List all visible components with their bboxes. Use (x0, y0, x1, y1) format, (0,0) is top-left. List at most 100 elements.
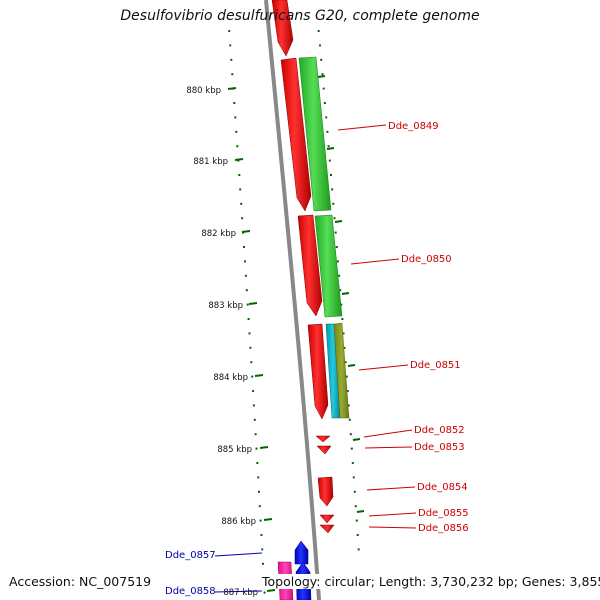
ruler-minor-tick (262, 562, 264, 565)
ruler-minor-tick (258, 505, 261, 508)
gene-arrow-Dde_0849 (280, 57, 312, 212)
ruler-minor-tick (342, 332, 345, 335)
ruler-minor-tick (330, 174, 332, 176)
ruler-minor-tick (355, 519, 358, 522)
ruler-minor-tick (339, 289, 342, 292)
ruler-minor-tick (253, 418, 256, 421)
gene-label: Dde_0851 (410, 360, 461, 371)
ruler-minor-tick (351, 462, 354, 464)
ruler-minor-tick (248, 332, 251, 335)
ruler-minor-tick (357, 548, 360, 551)
gene-arrow-Dde_0853 (316, 445, 332, 455)
ruler-minor-tick (352, 476, 355, 479)
ruler-minor-tick (247, 318, 250, 320)
ruler-minor-tick (230, 58, 233, 61)
ruler-minor-tick (341, 318, 344, 320)
ruler-minor-tick (261, 548, 264, 551)
gene-label: Dde_0856 (418, 523, 469, 534)
genome-backbone (264, 0, 321, 600)
ruler-minor-tick (240, 202, 243, 205)
ruler-minor-tick (236, 145, 239, 148)
gene-arrow-Dde_0855 (319, 514, 335, 524)
ruler-minor-tick (322, 87, 325, 90)
gene-arrow-Dde_0851 (307, 323, 329, 420)
gene-arrow-green (298, 56, 332, 212)
ruler-minor-tick (336, 260, 339, 263)
ruler-label: 884 kbp (213, 373, 248, 383)
ruler-label: 882 kbp (201, 229, 236, 239)
ruler-label: 883 kbp (208, 301, 243, 311)
ruler-minor-tick (244, 260, 246, 263)
gene-labels-reverse: Dde_0857 Dde_0858 (165, 550, 216, 597)
ruler-minor-tick (255, 447, 258, 450)
gene-label: Dde_0849 (388, 121, 439, 132)
ruler-minor-tick (245, 289, 248, 292)
gene-arrow-Dde_0850 (297, 214, 323, 317)
ruler-minor-tick (350, 447, 353, 450)
ruler-minor-tick (241, 217, 244, 220)
ruler-label: 886 kbp (221, 517, 256, 527)
ruler-minor-tick (252, 404, 255, 407)
gene-label: Dde_0854 (417, 482, 468, 493)
ruler-labels: 880 kbp 881 kbp 882 kbp 883 kbp 884 kbp … (186, 86, 258, 598)
ruler-minor-tick (344, 361, 347, 364)
ruler-minor-tick (334, 231, 337, 234)
ruler-minor-tick (331, 188, 334, 191)
ruler-minor-tick (319, 44, 321, 47)
ruler-minor-tick (348, 418, 351, 421)
gene-arrow-Dde_0848 (271, 0, 294, 57)
ruler-minor-tick (251, 375, 254, 378)
ruler-minor-tick (229, 44, 232, 47)
ruler-minor-tick (254, 433, 257, 436)
ruler-minor-tick (228, 30, 231, 32)
ruler-minor-tick (328, 159, 331, 162)
ruler-minor-tick (252, 390, 255, 392)
ruler-minor-tick (333, 217, 336, 220)
ruler-minor-tick (338, 274, 341, 277)
ruler-minor-tick (349, 433, 352, 436)
ruler-minor-tick (340, 303, 343, 306)
gene-label: Dde_0858 (165, 586, 216, 597)
gene-label: Dde_0852 (414, 425, 465, 436)
gene-label: Dde_0853 (414, 442, 465, 453)
ruler-minor-tick (238, 174, 241, 176)
reverse-genes (294, 540, 312, 600)
gene-arrow-Dde_0852 (315, 435, 331, 443)
gene-arrow-olive (333, 322, 350, 419)
ruler-label: 887 kbp (223, 588, 258, 598)
ruler-label: 880 kbp (186, 86, 221, 96)
label-leaders (214, 124, 417, 593)
ruler-minor-tick (353, 490, 356, 493)
ruler-minor-tick (243, 246, 245, 248)
ruler-minor-tick (326, 130, 329, 133)
ruler-minor-tick (246, 303, 249, 306)
ruler-minor-tick (256, 462, 259, 464)
gene-arrow-Dde_0854 (317, 476, 334, 507)
gene-label: Dde_0855 (418, 508, 469, 519)
ruler-minor-tick (234, 116, 237, 119)
ruler-label: 885 kbp (217, 445, 252, 455)
ruler-minor-tick (250, 361, 253, 364)
gene-labels: Dde_0849 Dde_0850 Dde_0851 Dde_0852 Dde_… (388, 121, 469, 534)
ruler-minor-tick (347, 404, 350, 407)
ruler-minor-tick (317, 30, 320, 32)
ruler-minor-tick (235, 130, 238, 133)
ruler-minor-tick (346, 390, 349, 392)
ruler-minor-tick (323, 102, 326, 104)
ruler-minor-tick (263, 591, 266, 594)
genome-summary: Topology: circular; Length: 3,730,232 bp… (262, 574, 600, 589)
ruler-minor-tick (343, 346, 346, 349)
ruler-minor-tick (249, 346, 252, 349)
ruler-minor-tick (257, 476, 260, 479)
gene-arrow-Dde_0857 (294, 540, 309, 565)
ruler-minor-tick (244, 274, 247, 277)
ruler-minor-tick (345, 375, 348, 378)
accession-label: Accession: NC_007519 (9, 574, 152, 589)
ruler-minor-tick (332, 202, 335, 205)
ruler-minor-tick (258, 490, 260, 493)
green-features (298, 56, 343, 318)
ruler-minor-tick (354, 505, 357, 508)
ruler-minor-tick (325, 116, 328, 119)
